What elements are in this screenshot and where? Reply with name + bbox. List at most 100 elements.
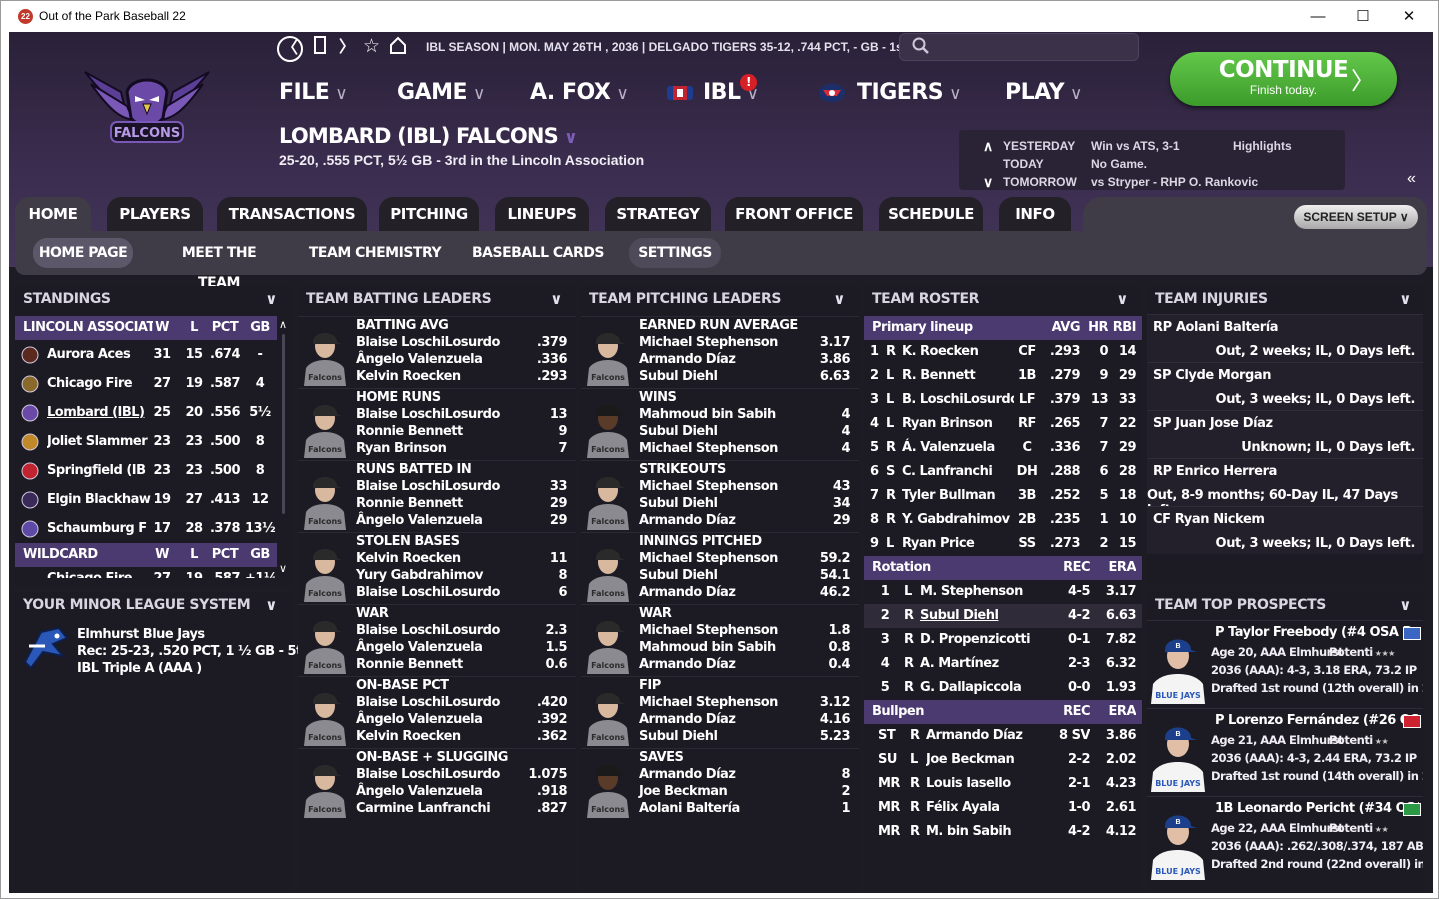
player-photo[interactable]: Falcons (300, 320, 350, 386)
team-name[interactable]: Lombard (IBL) (47, 405, 145, 420)
player-name[interactable]: Blaise LoschiLosurdo (356, 407, 500, 422)
standings-row[interactable]: Chicago Fire 27 19 .587 4 (15, 369, 277, 398)
leader-row[interactable]: Ronnie Bennett 29 (356, 496, 571, 513)
chevron-down-icon[interactable]: ∨ (1399, 596, 1411, 614)
prospect-item[interactable]: B BLUE JAYS P Taylor Freebody (#4 OSA Ra Ag… (1147, 620, 1423, 708)
player-name[interactable]: Joe Beckman (639, 784, 728, 799)
player-photo[interactable]: Falcons (583, 680, 633, 746)
leader-row[interactable]: Blaise LoschiLosurdo 13 (356, 407, 571, 424)
team-name[interactable]: Schaumburg F (47, 521, 147, 536)
team-name[interactable]: Chicago Fire (47, 567, 151, 578)
chevron-down-icon[interactable]: ∨ (265, 290, 277, 308)
lineup-row[interactable]: 5 R Á. Valenzuela C .336 7 29 (864, 436, 1142, 460)
player-name[interactable]: Blaise LoschiLosurdo (356, 767, 500, 782)
player-name[interactable]: Subul Diehl (920, 608, 999, 623)
tab-lineups[interactable]: LINEUPS (495, 197, 589, 231)
star-icon[interactable]: ☆ (363, 36, 381, 57)
player-photo[interactable]: B BLUE JAYS (1149, 624, 1207, 704)
player-name[interactable]: Kelvin Roecken (356, 369, 461, 384)
menu-manager[interactable]: A. FOX ∨ (530, 80, 629, 105)
leader-row[interactable]: Kelvin Roecken 11 (356, 551, 571, 568)
player-name[interactable]: Aolani Baltería (639, 801, 740, 816)
player-name[interactable]: RP Enrico Herrera (1153, 464, 1277, 479)
chevron-down-icon[interactable]: ∨ (1116, 290, 1128, 308)
rotation-row[interactable]: 2 R Subul Diehl 4-2 6.63 (864, 604, 1142, 628)
collapse-icon[interactable]: « (1407, 170, 1416, 187)
leader-row[interactable]: Armando Díaz 29 (639, 513, 854, 530)
player-name[interactable]: D. Propenzicotti (920, 632, 1031, 647)
leader-row[interactable]: Michael Stephenson 3.17 (639, 335, 854, 352)
leader-row[interactable]: Armando Díaz 46.2 (639, 585, 854, 602)
player-name[interactable]: Subul Diehl (639, 369, 718, 384)
player-name[interactable]: Michael Stephenson (639, 551, 778, 566)
player-name[interactable]: C. Lanfranchi (902, 464, 993, 479)
team-title[interactable]: LOMBARD (IBL) FALCONS ∨ (279, 124, 578, 148)
team-name[interactable]: Joliet Slammer (47, 434, 148, 449)
player-name[interactable]: Blaise LoschiLosurdo (356, 623, 500, 638)
player-photo[interactable]: B BLUE JAYS (1149, 712, 1207, 792)
player-name[interactable]: Armando Díaz (639, 657, 736, 672)
standings-row[interactable]: Schaumburg F 17 28 .378 13½ (15, 514, 277, 543)
player-photo[interactable]: Falcons (583, 752, 633, 818)
player-name[interactable]: Mahmoud bin Sabih (639, 640, 776, 655)
maximize-button[interactable]: ☐ (1356, 8, 1370, 25)
leader-row[interactable]: Blaise LoschiLosurdo 1.075 (356, 767, 571, 784)
player-name[interactable]: Ryan Price (902, 536, 975, 551)
leader-row[interactable]: Ronnie Bennett 9 (356, 424, 571, 441)
leader-row[interactable]: Ângelo Valenzuela .392 (356, 712, 571, 729)
player-name[interactable]: Louis Iasello (926, 776, 1011, 791)
player-name[interactable]: Armando Díaz (639, 585, 736, 600)
bookmark-icon[interactable] (313, 34, 327, 64)
leader-row[interactable]: Kelvin Roecken .362 (356, 729, 571, 746)
leader-row[interactable]: Ângelo Valenzuela .336 (356, 352, 571, 369)
player-name[interactable]: Ângelo Valenzuela (356, 712, 483, 727)
player-name[interactable]: Armando Díaz (926, 728, 1023, 743)
leader-row[interactable]: Mahmoud bin Sabih 0.8 (639, 640, 854, 657)
leader-row[interactable]: Subul Diehl 4 (639, 424, 854, 441)
subtab-meet-the-team[interactable]: MEET THE TEAM (181, 245, 257, 291)
leader-row[interactable]: Kelvin Roecken .293 (356, 369, 571, 386)
rotation-row[interactable]: 1 L M. Stephenson 4-5 3.17 (864, 580, 1142, 604)
leader-row[interactable]: Blaise LoschiLosurdo .379 (356, 335, 571, 352)
leader-row[interactable]: Joe Beckman 2 (639, 784, 854, 801)
player-photo[interactable]: Falcons (300, 752, 350, 818)
player-name[interactable]: Y. Gabdrahimov (902, 512, 1010, 527)
player-name[interactable]: Armando Díaz (639, 513, 736, 528)
team-name[interactable]: Aurora Aces (47, 347, 131, 362)
menu-league[interactable]: IBL ∨ ! (665, 74, 759, 105)
player-name[interactable]: Ronnie Bennett (356, 424, 463, 439)
team-name[interactable]: Chicago Fire (47, 376, 133, 391)
player-name[interactable]: RP Aolani Baltería (1153, 320, 1279, 335)
player-name[interactable]: SP Juan Jose Díaz (1153, 416, 1273, 431)
chevron-down-icon[interactable]: ∨ (1399, 290, 1411, 308)
injury-item[interactable]: RP Aolani Baltería Out, 2 weeks; IL, 0 Da… (1147, 314, 1423, 362)
chevron-down-icon[interactable]: ∨ (983, 174, 994, 190)
team-name[interactable]: Springfield (IB (47, 463, 146, 478)
subtab-home-page[interactable]: HOME PAGE (33, 238, 133, 268)
player-name[interactable]: Blaise LoschiLosurdo (356, 695, 500, 710)
standings-row[interactable]: Joliet Slammer 23 23 .500 8 (15, 427, 277, 456)
bullpen-row[interactable]: SU L Joe Beckman 2-2 2.02 (864, 748, 1142, 772)
lineup-row[interactable]: 3 L B. LoschiLosurdo LF .379 13 33 (864, 388, 1142, 412)
player-name[interactable]: Michael Stephenson (639, 695, 778, 710)
lineup-row[interactable]: 7 R Tyler Bullman 3B .252 5 18 (864, 484, 1142, 508)
leader-row[interactable]: Ângelo Valenzuela 1.5 (356, 640, 571, 657)
lineup-row[interactable]: 9 L Ryan Price SS .273 2 15 (864, 532, 1142, 556)
standings-row[interactable]: Lombard (IBL) 25 20 .556 5½ (15, 398, 277, 427)
player-name[interactable]: Ângelo Valenzuela (356, 513, 483, 528)
player-name[interactable]: Subul Diehl (639, 729, 718, 744)
player-name[interactable]: A. Martínez (920, 656, 999, 671)
player-name[interactable]: Joe Beckman (926, 752, 1015, 767)
chevron-down-icon[interactable]: ∨ (550, 290, 562, 308)
player-name[interactable]: Ângelo Valenzuela (356, 640, 483, 655)
leader-row[interactable]: Ryan Brinson 7 (356, 441, 571, 458)
player-name[interactable]: Yury Gabdrahimov (356, 568, 484, 583)
tab-info[interactable]: INFO (999, 197, 1071, 231)
player-photo[interactable]: Falcons (583, 536, 633, 602)
leader-row[interactable]: Blaise LoschiLosurdo 6 (356, 585, 571, 602)
player-photo[interactable]: Falcons (583, 608, 633, 674)
highlights-link[interactable]: Highlights (1233, 139, 1292, 153)
player-name[interactable]: Á. Valenzuela (902, 440, 995, 455)
lineup-row[interactable]: 8 R Y. Gabdrahimov 2B .235 1 10 (864, 508, 1142, 532)
bullpen-row[interactable]: ST R Armando Díaz 8 SV 3.86 (864, 724, 1142, 748)
